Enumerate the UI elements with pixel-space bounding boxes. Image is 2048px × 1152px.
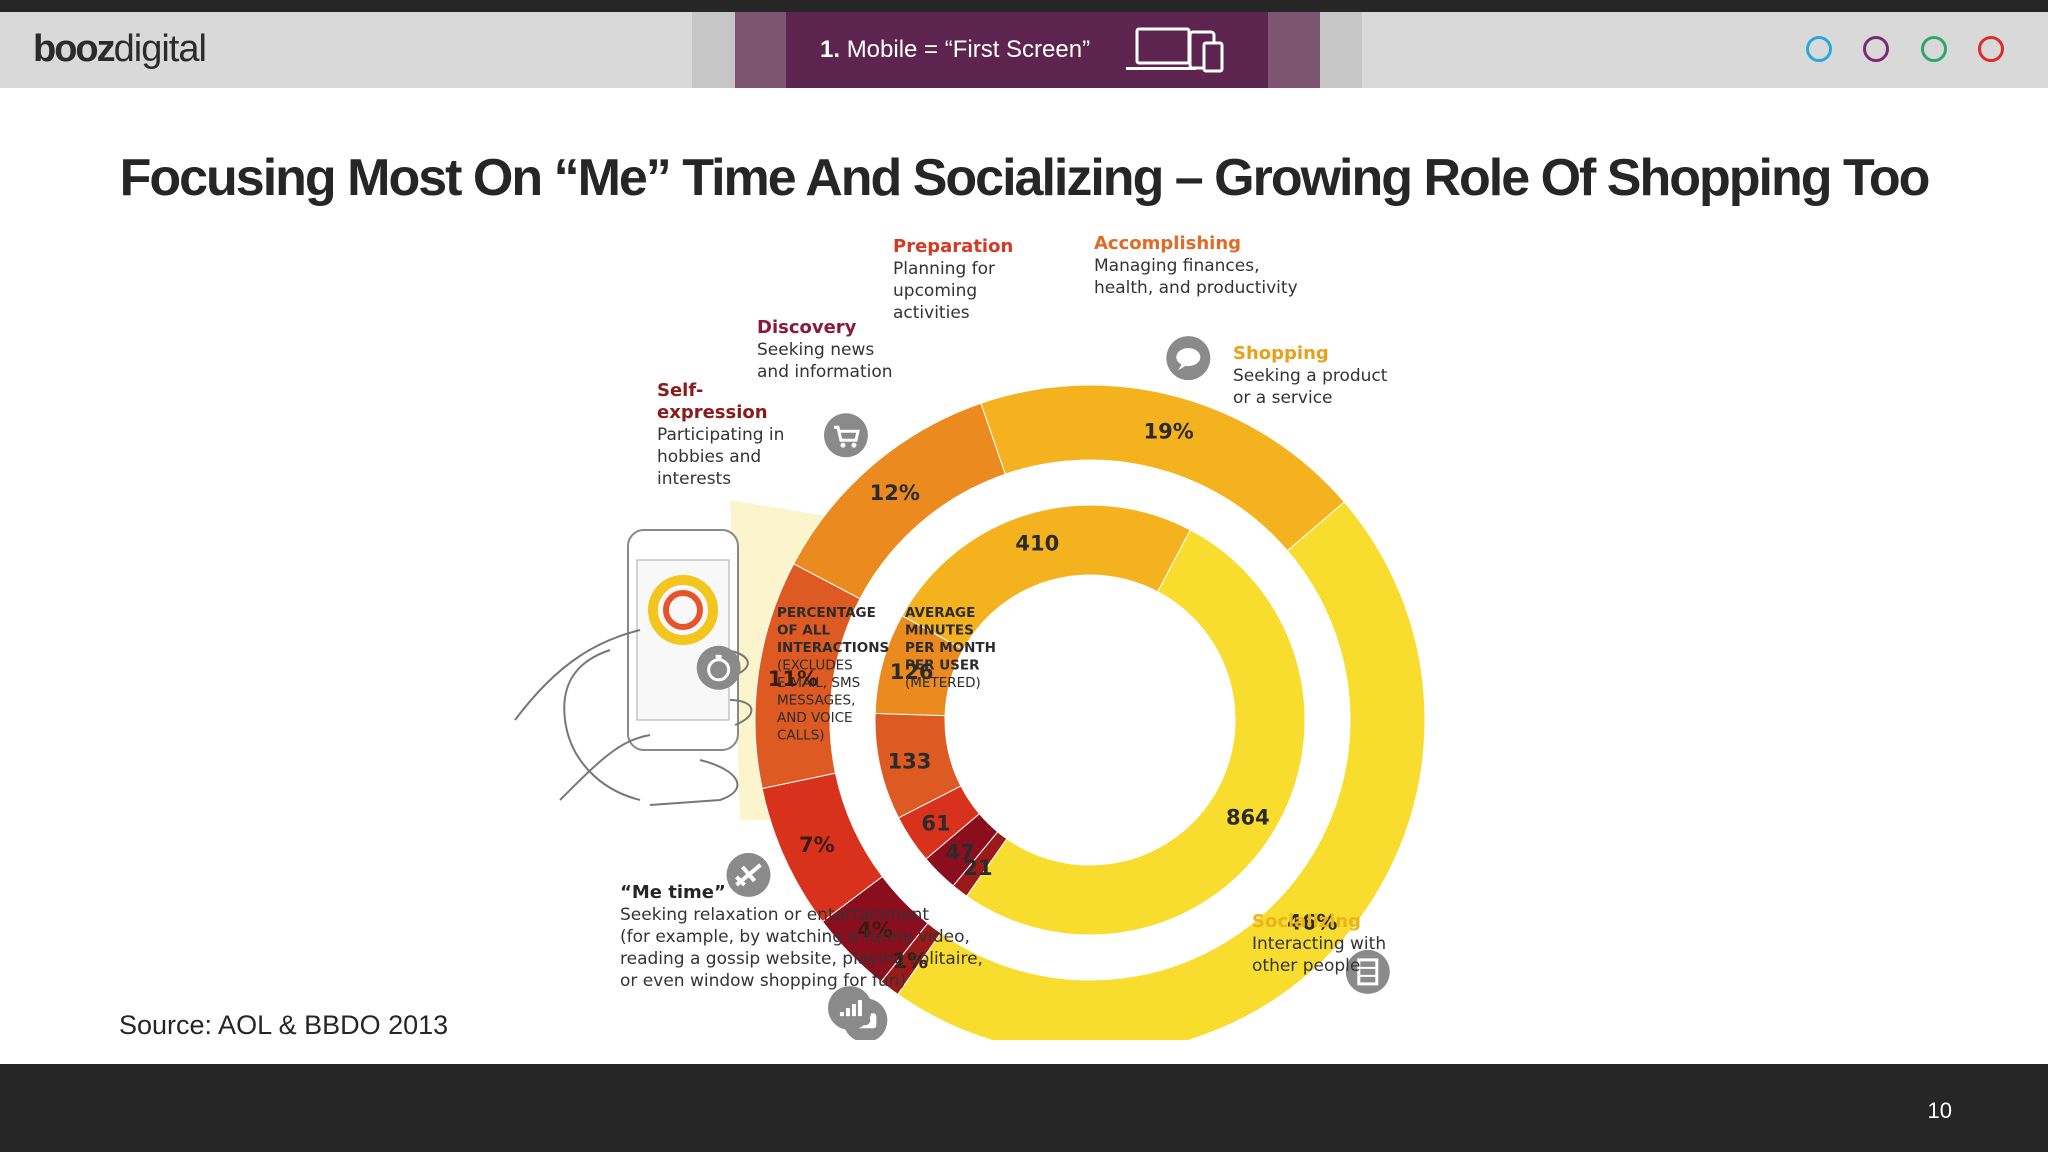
callout-title-line2-self-expression: expression bbox=[657, 402, 768, 423]
minutes-label-0: 21 bbox=[963, 856, 992, 880]
outer-ring-legend-line-1: OF ALL bbox=[777, 623, 830, 639]
callout-desc-self-expression-2: interests bbox=[657, 469, 731, 489]
hand-outline bbox=[514, 629, 739, 806]
inner-segment-5 bbox=[901, 504, 1192, 651]
footer-bar: 10 bbox=[0, 1064, 2048, 1152]
outer-ring-legend-line-6: AND VOICE bbox=[777, 710, 853, 726]
cart-icon bbox=[823, 413, 868, 458]
tab-number: 1. bbox=[820, 36, 841, 63]
callout-title-self-expression: Self- bbox=[657, 380, 703, 401]
callout-desc-shopping-1: or a service bbox=[1233, 388, 1333, 408]
airplane-icon bbox=[726, 852, 771, 897]
callout-desc-accomplishing-1: health, and productivity bbox=[1094, 278, 1298, 298]
callout-title-discovery: Discovery bbox=[757, 317, 857, 338]
callout-desc-socializing-0: Interacting with bbox=[1252, 934, 1386, 954]
callout-desc-socializing-1: other people bbox=[1252, 956, 1360, 976]
callout-desc-self-expression-0: Participating in bbox=[657, 425, 784, 445]
nav-dot-green[interactable] bbox=[1921, 36, 1947, 62]
callout-title-me-time: “Me time” bbox=[620, 882, 726, 903]
nav-dot-purple[interactable] bbox=[1863, 36, 1889, 62]
outer-ring-legend-line-0: PERCENTAGE bbox=[777, 605, 876, 621]
top-strip bbox=[0, 0, 2048, 12]
callout-desc-preparation-1: upcoming bbox=[893, 281, 977, 301]
minutes-label-1: 47 bbox=[945, 841, 974, 865]
stopwatch-icon bbox=[696, 645, 741, 690]
inner-ring-legend-line-3: PER USER bbox=[905, 658, 980, 674]
inner-ring-legend-line-4: (METERED) bbox=[905, 675, 981, 691]
percentage-label-4: 12% bbox=[870, 481, 920, 505]
callout-title-preparation: Preparation bbox=[893, 236, 1013, 257]
slide-title: Focusing Most On “Me” Time And Socializi… bbox=[119, 149, 1931, 207]
callout-desc-me-time-0: Seeking relaxation or entertainment bbox=[620, 905, 929, 925]
callout-title-accomplishing: Accomplishing bbox=[1094, 233, 1241, 254]
callout-me-time: “Me time”Seeking relaxation or entertain… bbox=[620, 882, 983, 991]
percentage-label-2: 7% bbox=[799, 833, 835, 857]
callout-desc-me-time-1: (for example, by watching a funny video, bbox=[620, 927, 970, 947]
minutes-label-4: 126 bbox=[890, 660, 934, 684]
source-note: Source: AOL & BBDO 2013 bbox=[119, 1010, 449, 1040]
tab-mobile-first-screen[interactable]: 1. Mobile = “First Screen” bbox=[786, 12, 1268, 88]
callout-desc-me-time-2: reading a gossip website, playing solita… bbox=[620, 949, 983, 969]
tab-label: 1. Mobile = “First Screen” bbox=[820, 36, 1090, 64]
inner-ring-legend-line-2: PER MONTH bbox=[905, 640, 996, 656]
callout-desc-self-expression-1: hobbies and bbox=[657, 447, 761, 467]
percentage-label-6: 46% bbox=[1287, 911, 1337, 935]
callout-desc-me-time-3: or even window shopping for fun) bbox=[620, 971, 906, 991]
outer-segment-6 bbox=[897, 501, 1426, 1040]
segment-icons bbox=[696, 336, 1390, 1040]
outer-ring-legend-line-7: CALLS) bbox=[777, 728, 825, 744]
booz-digital-logo[interactable]: boozdigital bbox=[33, 28, 207, 71]
callout-desc-discovery-0: Seeking news bbox=[757, 340, 874, 360]
percentage-label-0: 1% bbox=[892, 949, 928, 973]
tab-label-text: Mobile = “First Screen” bbox=[846, 36, 1091, 63]
inner-ring-legend-line-0: AVERAGE bbox=[905, 605, 975, 621]
inner-ring-legend-line-1: MINUTES bbox=[905, 623, 974, 639]
callout-title-socializing: Socializing bbox=[1252, 911, 1361, 932]
callout-desc-shopping-0: Seeking a product bbox=[1233, 366, 1388, 386]
devices-icon bbox=[1126, 27, 1224, 73]
minutes-label-6: 864 bbox=[1226, 805, 1270, 829]
inner-segment-6 bbox=[965, 529, 1306, 936]
nav-dot-blue[interactable] bbox=[1806, 36, 1832, 62]
callout-title-shopping: Shopping bbox=[1233, 343, 1329, 364]
callout-desc-preparation-0: Planning for bbox=[893, 259, 995, 279]
minutes-label-5: 410 bbox=[1015, 532, 1059, 556]
outer-ring-legend-line-2: INTERACTIONS bbox=[777, 640, 889, 656]
nav-dot-red[interactable] bbox=[1978, 36, 2004, 62]
callout-desc-discovery-1: and information bbox=[757, 362, 893, 382]
signal-bars-icon bbox=[827, 986, 872, 1031]
callout-desc-accomplishing-0: Managing finances, bbox=[1094, 256, 1260, 276]
chat-bubble-icon bbox=[1166, 336, 1211, 381]
outer-ring-legend-line-3: (EXCLUDES bbox=[777, 658, 853, 674]
outer-ring-legend-line-4: E-MAIL, SMS bbox=[777, 675, 860, 691]
percentage-label-3: 11% bbox=[768, 667, 818, 691]
phone-mini-donut-outer bbox=[648, 575, 718, 645]
page-number: 10 bbox=[1927, 1098, 1952, 1123]
outer-ring bbox=[754, 384, 1426, 1040]
callout-desc-preparation-2: activities bbox=[893, 303, 970, 323]
outer-ring-legend-line-5: MESSAGES, bbox=[777, 693, 855, 709]
minutes-label-3: 133 bbox=[888, 750, 932, 774]
phone-mini-donut-inner bbox=[663, 590, 703, 630]
minutes-label-2: 61 bbox=[921, 812, 950, 836]
percentage-label-5: 19% bbox=[1144, 419, 1194, 443]
logo-bold-text: booz bbox=[33, 28, 116, 70]
percentage-label-1: 4% bbox=[857, 918, 893, 942]
film-icon bbox=[1345, 949, 1390, 994]
inner-ring bbox=[874, 504, 1306, 936]
logo-light-text: digital bbox=[113, 28, 207, 70]
